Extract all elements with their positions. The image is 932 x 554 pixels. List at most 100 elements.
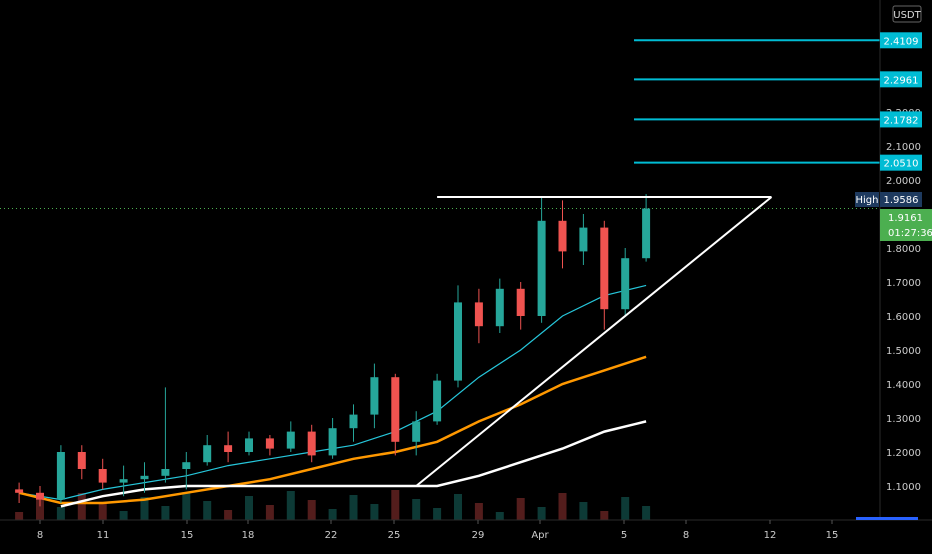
high-label: High [856, 195, 879, 206]
candle-body [349, 414, 358, 429]
trendline-layer[interactable] [415, 196, 773, 487]
high-value: 1.9586 [884, 195, 919, 206]
price-tick-label: 1.3000 [886, 414, 921, 425]
candle-body [36, 492, 44, 500]
level-badge [880, 111, 922, 128]
level-lines-layer[interactable] [634, 39, 880, 164]
candle-body [558, 220, 567, 252]
volume-bar [495, 512, 504, 520]
candle-body [307, 431, 316, 456]
volume-bar [56, 507, 65, 520]
volume-bar [642, 506, 651, 520]
current-price-countdown: 01:27:36 [888, 228, 932, 239]
high-marker: High 1.9586 [855, 192, 922, 207]
time-tick-label: 12 [764, 530, 777, 541]
volume-bar [537, 507, 546, 520]
candle-body [140, 475, 149, 480]
volume-bar [203, 501, 212, 520]
price-tick-label: 2.0000 [886, 176, 921, 187]
volume-bar [370, 504, 379, 520]
volume-bar [98, 502, 107, 520]
price-tick-label: 1.7000 [886, 278, 921, 289]
moving-average-slow [60, 420, 647, 508]
time-tick-label: 25 [388, 530, 401, 541]
price-axis[interactable]: 2.30002.20002.10002.00001.80001.70001.60… [886, 74, 921, 493]
candle-body [203, 445, 212, 463]
candle-body [391, 377, 400, 442]
candle-body [621, 258, 630, 310]
time-tick-label: 22 [325, 530, 338, 541]
candle-layer [15, 194, 651, 507]
candle-body [265, 438, 274, 449]
candle-body [161, 469, 170, 476]
volume-bar [579, 502, 588, 520]
volume-bar [224, 510, 233, 520]
volume-bar [349, 495, 358, 520]
level-badges: 2.4109 2.2961 2.1782 2.0510 [880, 32, 922, 171]
time-tick-label: Apr [531, 530, 549, 541]
candle-body [516, 288, 525, 316]
volume-bar [286, 491, 295, 520]
price-tick-label: 2.1000 [886, 142, 921, 153]
time-tick-label: 18 [242, 530, 255, 541]
volume-bar [516, 498, 525, 520]
volume-bar [600, 511, 609, 520]
price-tick-label: 1.4000 [886, 380, 921, 391]
volume-bar [621, 497, 630, 520]
time-axis-scroll-handle[interactable] [856, 517, 918, 520]
candle-body [328, 428, 337, 456]
time-tick-label: 15 [826, 530, 839, 541]
time-tick-label: 8 [37, 530, 43, 541]
candle-body [474, 302, 483, 327]
time-tick-label: 5 [621, 530, 627, 541]
candle-body [495, 288, 504, 327]
time-tick-label: 8 [683, 530, 689, 541]
candle-body [370, 377, 379, 415]
candle-body [77, 452, 86, 469]
candle-body [600, 227, 609, 310]
volume-bar [15, 512, 24, 520]
volume-bar [328, 509, 337, 520]
level-badge [880, 32, 922, 49]
candle-body [245, 438, 253, 452]
volume-bar [307, 500, 316, 520]
candle-body [224, 445, 233, 452]
level-value: 2.0510 [884, 159, 919, 170]
current-price-value: 1.9161 [888, 213, 923, 224]
level-value: 2.4109 [884, 36, 919, 47]
candle-body [642, 208, 651, 259]
volume-bar [140, 497, 149, 520]
price-tick-label: 1.5000 [886, 346, 921, 357]
volume-bar [454, 494, 462, 520]
volume-bar [182, 492, 191, 520]
volume-bar [245, 496, 253, 520]
price-tick-label: 1.2000 [886, 448, 921, 459]
current-price-badge: 1.9161 01:27:36 [880, 209, 932, 241]
candle-body [56, 452, 65, 500]
candle-body [433, 380, 442, 422]
volume-bar [119, 511, 128, 520]
level-badge [880, 71, 922, 88]
volume-bar [77, 493, 86, 520]
volume-bar [391, 490, 400, 520]
time-tick-label: 11 [97, 530, 110, 541]
candle-body [98, 469, 107, 483]
volume-bar [558, 493, 567, 520]
volume-bar [36, 498, 44, 520]
time-tick-label: 15 [181, 530, 194, 541]
currency-label-box[interactable] [892, 5, 922, 23]
ascending-trendline[interactable] [415, 196, 773, 487]
current-price-box [880, 209, 932, 241]
moving-average-mid [18, 355, 647, 505]
currency-label: USDT [893, 10, 921, 21]
candle-body [182, 462, 191, 469]
candle-body [119, 479, 128, 483]
high-label-box [855, 192, 879, 207]
time-axis[interactable]: 8 11 15 18 22 25 29 Apr 5 8 12 15 [37, 520, 839, 541]
time-tick-label: 29 [472, 530, 485, 541]
candle-body [15, 489, 24, 493]
level-value: 2.1782 [884, 115, 919, 126]
volume-bar [474, 503, 483, 520]
